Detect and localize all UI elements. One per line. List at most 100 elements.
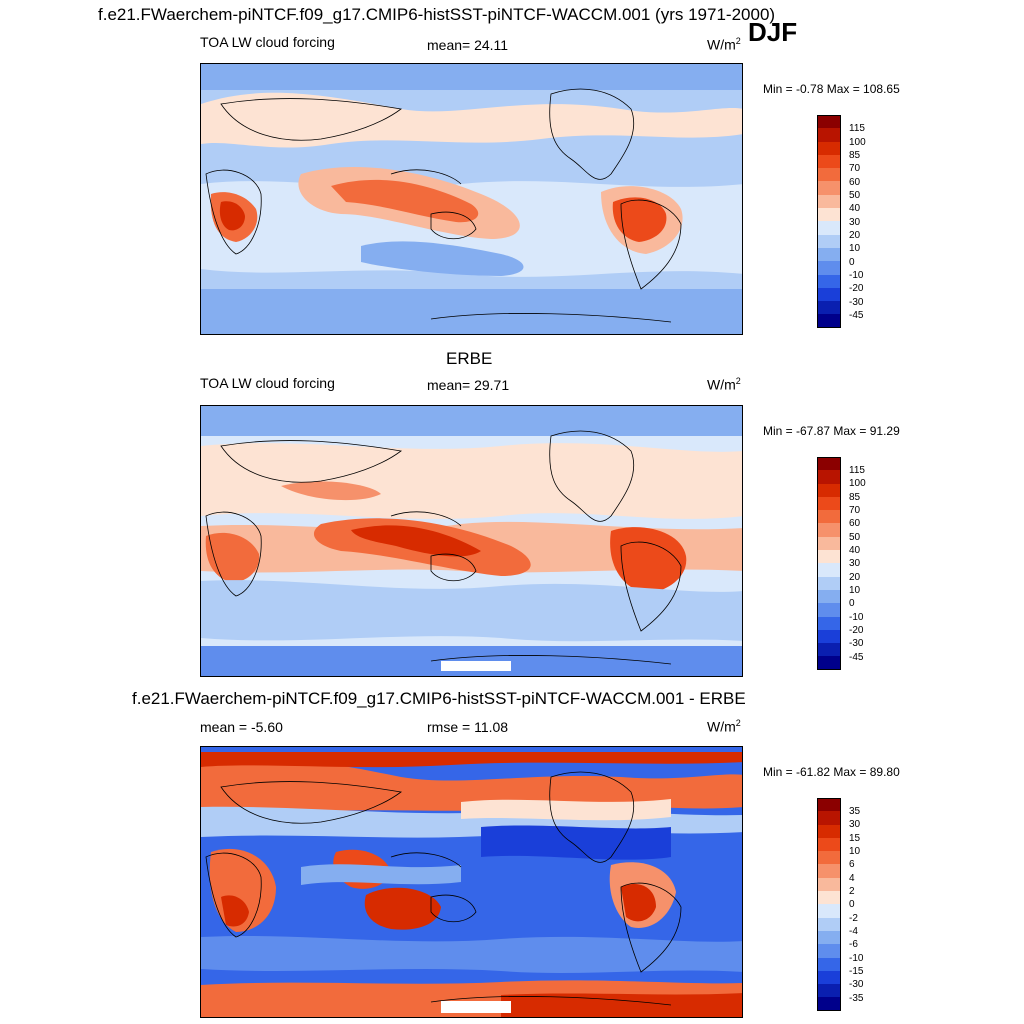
colorbar-swatch [817, 811, 841, 825]
colorbar-tick-label: 50 [849, 190, 861, 201]
panel2-units: W/m2 [707, 376, 741, 393]
colorbar-tick-label: 70 [849, 505, 861, 516]
colorbar-swatch [817, 523, 841, 537]
colorbar-swatch [817, 824, 841, 838]
colorbar-swatch [817, 798, 841, 812]
colorbar-tick-label: 0 [849, 598, 855, 609]
colorbar-swatch [817, 247, 841, 262]
colorbar-tick-label: 35 [849, 806, 861, 817]
colorbar-swatch [817, 616, 841, 630]
colorbar-swatch [817, 629, 841, 644]
colorbar-swatch [817, 643, 841, 657]
colorbar-tick-label: -10 [849, 612, 864, 623]
colorbar-swatch [817, 877, 841, 892]
panel2-mean-label: mean= 29.71 [427, 377, 510, 393]
colorbar-tick-label: 85 [849, 492, 861, 503]
colorbar-tick-label: -6 [849, 939, 858, 950]
colorbar-tick-label: -15 [849, 966, 864, 977]
season-label: DJF [748, 17, 798, 47]
colorbar-tick-label: 60 [849, 177, 861, 188]
colorbar-swatch [817, 904, 841, 918]
panel1-units: W/m2 [707, 36, 741, 53]
colorbar-tick-label: -30 [849, 979, 864, 990]
colorbar-tick-label: 15 [849, 833, 861, 844]
colorbar-tick-label: 10 [849, 846, 861, 857]
colorbar-tick-label: 70 [849, 163, 861, 174]
colorbar-tick-label: 10 [849, 243, 861, 254]
colorbar-swatch [817, 563, 841, 577]
colorbar-tick-label: 20 [849, 572, 861, 583]
colorbar-tick-label: 100 [849, 137, 866, 148]
colorbar-swatch [817, 301, 841, 315]
colorbar-tick-label: -30 [849, 638, 864, 649]
colorbar-tick-label: 115 [849, 123, 865, 134]
colorbar-tick-label: 20 [849, 230, 861, 241]
colorbar-swatch [817, 208, 841, 222]
colorbar-tick-label: 50 [849, 532, 861, 543]
colorbar-swatch [817, 496, 841, 511]
panel3-map [200, 746, 743, 1018]
panel1-colorbar [817, 115, 841, 328]
colorbar-swatch [817, 984, 841, 998]
colorbar-swatch [817, 837, 841, 852]
colorbar-swatch [817, 181, 841, 195]
colorbar-swatch [817, 930, 841, 945]
colorbar-swatch [817, 550, 841, 564]
colorbar-swatch [817, 168, 841, 182]
colorbar-swatch [817, 154, 841, 169]
colorbar-swatch [817, 656, 841, 670]
page-title: f.e21.FWaerchem-piNTCF.f09_g17.CMIP6-his… [98, 5, 776, 24]
colorbar-swatch [817, 589, 841, 604]
colorbar-tick-label: 0 [849, 257, 855, 268]
colorbar-tick-label: -45 [849, 310, 864, 321]
colorbar-swatch [817, 864, 841, 878]
colorbar-tick-label: 85 [849, 150, 861, 161]
colorbar-tick-label: 40 [849, 203, 861, 214]
colorbar-tick-label: 40 [849, 545, 861, 556]
colorbar-tick-label: 30 [849, 558, 861, 569]
colorbar-tick-label: -10 [849, 270, 864, 281]
colorbar-tick-label: 6 [849, 859, 855, 870]
colorbar-swatch [817, 576, 841, 590]
panel2-colorbar [817, 457, 841, 670]
colorbar-tick-label: -4 [849, 926, 858, 937]
colorbar-tick-label: 100 [849, 478, 866, 489]
panel1-map [200, 63, 743, 335]
colorbar-swatch [817, 957, 841, 971]
colorbar-swatch [817, 128, 841, 142]
colorbar-swatch [817, 274, 841, 288]
colorbar-swatch [817, 944, 841, 958]
panel2-map [200, 405, 743, 677]
colorbar-tick-label: -45 [849, 652, 864, 663]
colorbar-tick-label: 0 [849, 899, 855, 910]
colorbar-tick-label: 2 [849, 886, 855, 897]
panel2-variable-label: TOA LW cloud forcing [200, 375, 335, 391]
panel3-heading: f.e21.FWaerchem-piNTCF.f09_g17.CMIP6-his… [132, 689, 746, 708]
colorbar-tick-label: 115 [849, 465, 865, 476]
colorbar-swatch [817, 457, 841, 471]
colorbar-swatch [817, 891, 841, 905]
colorbar-swatch [817, 510, 841, 524]
colorbar-swatch [817, 234, 841, 248]
panel2-minmax: Min = -67.87 Max = 91.29 [763, 424, 900, 438]
panel1-minmax: Min = -0.78 Max = 108.65 [763, 82, 900, 96]
panel3-mean-label: mean = -5.60 [200, 719, 283, 735]
panel3-minmax: Min = -61.82 Max = 89.80 [763, 765, 900, 779]
colorbar-swatch [817, 261, 841, 275]
colorbar-swatch [817, 970, 841, 985]
colorbar-tick-label: -10 [849, 953, 864, 964]
colorbar-swatch [817, 997, 841, 1011]
panel3-rmse-label: rmse = 11.08 [427, 719, 509, 735]
colorbar-swatch [817, 115, 841, 129]
colorbar-tick-label: 30 [849, 819, 861, 830]
panel2-heading: ERBE [446, 349, 493, 368]
panel3-units: W/m2 [707, 718, 741, 735]
colorbar-tick-label: -20 [849, 625, 864, 636]
colorbar-swatch [817, 536, 841, 551]
colorbar-tick-label: -2 [849, 913, 858, 924]
panel1-mean-label: mean= 24.11 [427, 37, 509, 53]
colorbar-swatch [817, 287, 841, 302]
colorbar-swatch [817, 194, 841, 209]
colorbar-swatch [817, 221, 841, 235]
colorbar-tick-label: -30 [849, 297, 864, 308]
